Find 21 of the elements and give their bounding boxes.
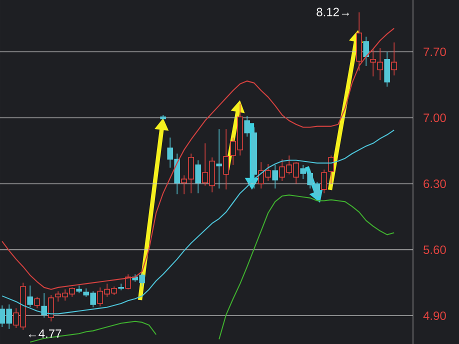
- y-tick-label: 7.70: [424, 48, 446, 56]
- y-tick-label: 6.30: [424, 180, 446, 188]
- candlestick: [216, 128, 222, 189]
- candlestick: [328, 155, 334, 184]
- candlestick: [125, 274, 132, 290]
- candlestick: [195, 160, 202, 194]
- candlestick: [391, 42, 398, 76]
- candlestick: [27, 285, 34, 308]
- candlestick: [384, 51, 390, 88]
- y-tick-label: 4.90: [423, 311, 446, 320]
- candlestick: [321, 169, 328, 194]
- candlestick: [272, 164, 278, 189]
- candlestick: [34, 296, 40, 309]
- candlestick: [363, 36, 370, 66]
- annotation: ←4.77: [28, 330, 62, 338]
- candlestick: [223, 128, 230, 190]
- candlestick: [48, 294, 54, 322]
- candlestick: [118, 283, 124, 291]
- annotation: 8.12→: [316, 8, 350, 16]
- y-tick-label: 7.00: [424, 114, 446, 122]
- y-tick-label: 5.60: [424, 246, 446, 254]
